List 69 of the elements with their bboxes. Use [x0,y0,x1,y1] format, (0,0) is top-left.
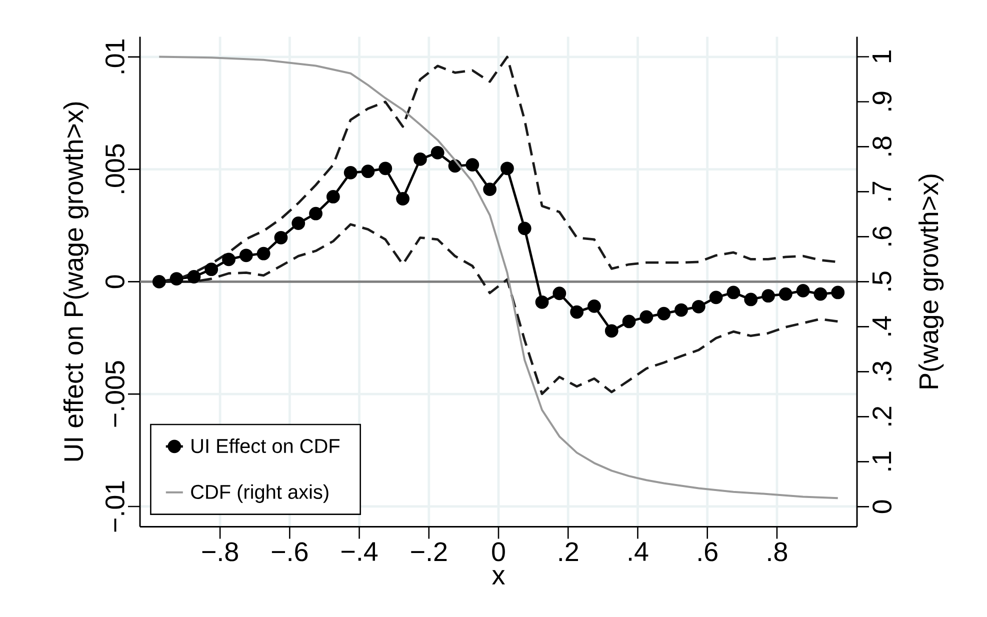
y2-tick-label: .1 [872,452,892,470]
point [222,252,236,266]
y2-tick-label: .4 [872,316,892,336]
point [326,190,340,204]
y2-tick-label: .5 [872,272,892,290]
y-tick-label: −.005 [105,361,124,427]
point [657,306,671,320]
point [430,146,444,160]
point [796,284,810,298]
x-axis-title: x [492,570,505,584]
point [674,303,688,317]
point [518,222,532,236]
point [762,289,775,303]
point [570,305,584,319]
y2-tick-label: .2 [872,406,892,426]
x-tick-label: −.6 [272,542,308,562]
point [744,292,758,306]
point [778,287,792,301]
point [588,299,601,313]
x-tick-label: −.4 [342,542,378,561]
y2-tick-label: .7 [872,182,892,200]
y-axis-title: UI effect on P(wage growth>x) [63,102,88,461]
point [466,158,480,172]
point [204,262,218,276]
y-tick-label: 0 [105,275,124,288]
point [378,162,392,176]
y-tick-label: −.01 [105,481,124,532]
y2-tick-label: .3 [872,362,892,380]
point [640,310,654,324]
point [413,152,427,166]
point [187,270,201,284]
x-tick-label: −.2 [411,542,447,562]
y2-tick-label: 0 [872,500,892,514]
point [256,246,270,260]
x-tick-label: −.8 [202,542,238,562]
x-tick-label: .4 [628,542,648,561]
x-tick-label: .2 [559,542,578,562]
y2-tick-label: .6 [872,226,892,246]
point [709,290,723,304]
point [622,314,636,328]
point [726,286,740,300]
point [396,192,410,206]
point [344,166,358,180]
legend-label: UI Effect on CDF [192,438,340,454]
point [814,287,828,301]
x-tick-label: .8 [768,542,788,562]
point [604,324,618,338]
point [239,248,253,262]
x-tick-label: .6 [698,542,718,562]
point [831,286,845,300]
y2-tick-label: .9 [872,92,892,110]
x-tick-label: 0 [492,542,505,562]
legend-label: CDF (right axis) [191,484,328,503]
point [292,216,306,230]
point [500,162,514,176]
y-tick-label: .005 [105,144,124,194]
point [483,182,497,196]
y2-tick-label: 1 [872,50,892,62]
point [361,164,375,178]
y-tick-label: .01 [105,40,124,74]
point [692,300,706,314]
point [274,230,288,244]
point [309,206,322,220]
y2-tick-label: .8 [872,136,892,156]
point [170,272,184,286]
point [152,274,166,288]
point [535,295,549,309]
y2-axis-title: P(wage growth>x) [918,174,944,388]
point [552,286,566,300]
